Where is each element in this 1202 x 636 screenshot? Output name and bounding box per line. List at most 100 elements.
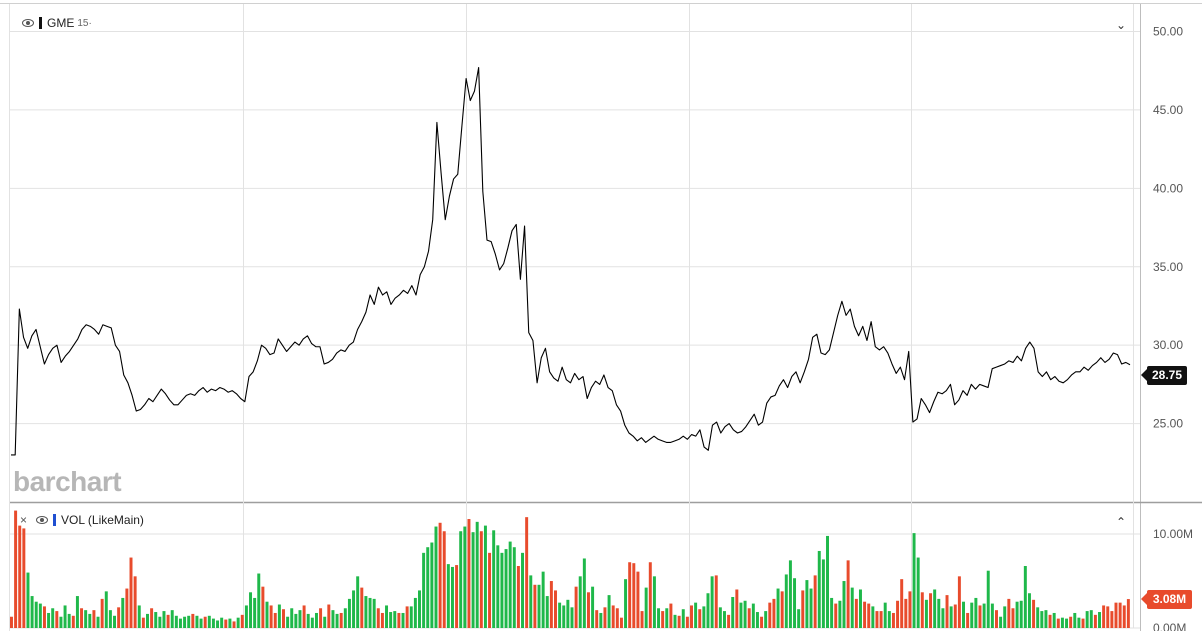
price-layer [11, 67, 1131, 456]
volume-bar [731, 597, 735, 628]
chevron-up-icon[interactable]: ⌃ [1116, 515, 1127, 529]
volume-bar [755, 612, 759, 628]
volume-bar [459, 531, 463, 628]
volume-bars [10, 510, 1130, 628]
volume-bar [389, 612, 393, 628]
volume-pane-header: × VOL (LikeMain) [20, 513, 144, 527]
volume-bar [957, 576, 961, 628]
volume-bar [607, 595, 611, 628]
volume-bar [735, 589, 739, 628]
volume-bar [422, 552, 426, 628]
volume-bar [405, 606, 409, 628]
volume-bar [537, 584, 541, 628]
volume-bar [681, 609, 685, 628]
volume-bar [1122, 605, 1126, 628]
volume-bar [764, 611, 768, 628]
price-line [11, 67, 1131, 456]
volume-bar [603, 607, 607, 628]
volume-bar [1056, 618, 1060, 628]
volume-bar [1118, 602, 1122, 628]
volume-bar [426, 547, 430, 628]
volume-bar [570, 607, 574, 628]
volume-bar [298, 610, 302, 628]
volume-bar [636, 571, 640, 628]
volume-bar [228, 618, 232, 628]
eye-icon[interactable] [22, 19, 34, 27]
volume-bar [438, 522, 442, 628]
volume-bar [879, 611, 883, 628]
volume-bar [59, 616, 63, 628]
volume-bar [978, 605, 982, 628]
volume-bar [220, 617, 224, 628]
volume-bar [949, 606, 953, 628]
volume-bar [174, 615, 178, 628]
volume-bar [203, 616, 207, 628]
volume-bar [632, 563, 636, 628]
volume-label[interactable]: VOL (LikeMain) [61, 513, 144, 527]
volume-bar [1085, 611, 1089, 628]
volume-color-swatch [53, 514, 57, 526]
volume-bar [446, 564, 450, 628]
volume-bar [306, 613, 310, 628]
volume-bar [644, 587, 648, 628]
volume-bar [591, 586, 595, 628]
volume-bar [261, 586, 265, 628]
volume-bar [904, 598, 908, 628]
volume-bar [166, 614, 170, 628]
symbol-label[interactable]: GME [47, 16, 75, 30]
volume-bar [455, 565, 459, 628]
volume-bar [475, 521, 479, 628]
volume-bar [244, 605, 248, 628]
price-tick-label: 45.00 [1153, 103, 1183, 117]
volume-bar [529, 575, 533, 628]
volume-bar [941, 608, 945, 628]
volume-bar [170, 610, 174, 628]
volume-bar [191, 613, 195, 628]
volume-bar [1048, 614, 1052, 628]
barchart-logo: barchart [13, 466, 122, 497]
last-volume-tag: 3.08M [1141, 590, 1192, 609]
volume-bar [67, 613, 71, 628]
volume-bar [933, 589, 937, 628]
volume-bar [714, 575, 718, 628]
volume-bar [352, 590, 356, 628]
volume-bar [850, 587, 854, 628]
volume-bar [1003, 606, 1007, 628]
chevron-down-icon[interactable]: ⌄ [1116, 18, 1127, 32]
volume-bar [393, 611, 397, 628]
volume-bar [1032, 599, 1036, 628]
volume-bar [323, 616, 327, 628]
volume-bar [1015, 601, 1019, 628]
axis-layer: 25.00 30.00 35.00 40.00 45.00 50.00 0.00M 10.00… [1153, 25, 1193, 635]
eye-icon[interactable] [36, 516, 49, 524]
volume-bar [751, 603, 755, 628]
volume-bar [1106, 606, 1110, 628]
volume-bar [257, 573, 261, 628]
volume-bar [858, 589, 862, 628]
volume-bar [887, 611, 891, 628]
volume-bar [314, 612, 318, 628]
volume-bar [26, 572, 30, 628]
settings-label[interactable]: 15· [77, 17, 92, 29]
volume-bar [1011, 608, 1015, 628]
volume-bar [586, 592, 590, 628]
volume-bar [92, 610, 96, 628]
volume-bar [125, 588, 129, 628]
volume-bar [75, 596, 79, 628]
volume-bar [916, 557, 920, 628]
volume-bar [908, 591, 912, 628]
volume-bar [483, 525, 487, 628]
volume-bar [974, 597, 978, 628]
volume-bar [986, 570, 990, 628]
volume-bar [999, 616, 1003, 628]
volume-bar [1081, 618, 1085, 628]
volume-bar [867, 603, 871, 628]
close-icon[interactable]: × [20, 513, 28, 527]
volume-bar [129, 557, 133, 628]
volume-bar [990, 603, 994, 628]
volume-bar [1089, 610, 1093, 628]
volume-bar [30, 596, 34, 628]
volume-bar [727, 614, 731, 628]
volume-bar [273, 612, 277, 628]
volume-bar [10, 616, 13, 628]
